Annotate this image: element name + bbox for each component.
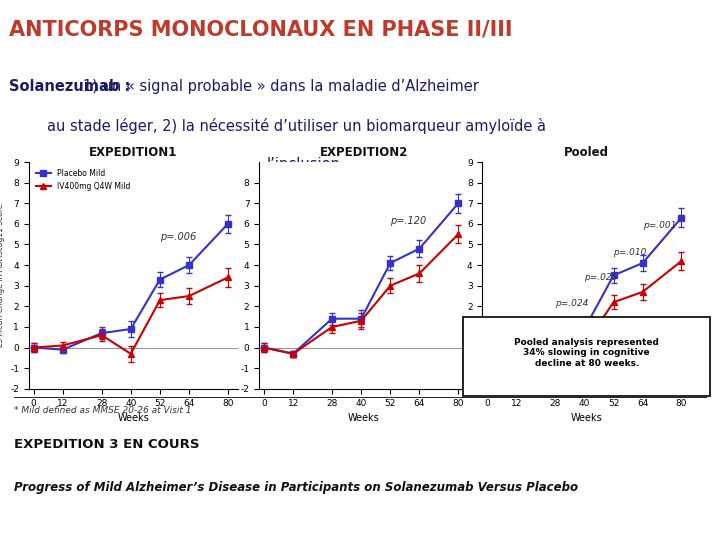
Text: * Mild defined as MMSE 20-26 at Visit 1: * Mild defined as MMSE 20-26 at Visit 1 (14, 406, 192, 415)
Text: au stade léger, 2) la nécessité d’utiliser un biomarqueur amyloïde à: au stade léger, 2) la nécessité d’utilis… (47, 118, 546, 134)
Text: 1) un « signal probable » dans la maladie d’Alzheimer: 1) un « signal probable » dans la maladi… (83, 79, 479, 94)
Text: ANTICORPS MONOCLONAUX EN PHASE II/III: ANTICORPS MONOCLONAUX EN PHASE II/III (9, 19, 512, 39)
FancyBboxPatch shape (463, 317, 711, 396)
Text: Solanezumab :: Solanezumab : (9, 79, 135, 94)
Text: p=.025: p=.025 (585, 273, 618, 281)
X-axis label: Weeks: Weeks (117, 413, 149, 423)
Title: Pooled: Pooled (564, 146, 609, 159)
Text: p=.120: p=.120 (390, 216, 426, 226)
X-axis label: Weeks: Weeks (571, 413, 603, 423)
Legend: Placebo Mild, IV400mg Q4W Mild: Placebo Mild, IV400mg Q4W Mild (32, 166, 133, 194)
Title: EXPEDITION1: EXPEDITION1 (89, 146, 177, 159)
Text: p=.024: p=.024 (555, 299, 589, 308)
Text: EXPEDITION 3 EN COURS: EXPEDITION 3 EN COURS (14, 438, 200, 451)
Text: Progress of Mild Alzheimer’s Disease in Participants on Solanezumab Versus Place: Progress of Mild Alzheimer’s Disease in … (14, 481, 579, 495)
Text: l’inclusion: l’inclusion (266, 157, 341, 172)
Text: p=.010: p=.010 (613, 248, 647, 257)
Title: EXPEDITION2: EXPEDITION2 (320, 146, 408, 159)
Y-axis label: LS Mean Change in ADAScog11 Score: LS Mean Change in ADAScog11 Score (0, 204, 4, 347)
Text: Pooled analysis represented
34% slowing in cognitive
decline at 80 weeks.: Pooled analysis represented 34% slowing … (514, 338, 660, 368)
Text: p=.006: p=.006 (160, 232, 196, 242)
Text: p=.001: p=.001 (643, 221, 676, 230)
X-axis label: Weeks: Weeks (348, 413, 379, 423)
